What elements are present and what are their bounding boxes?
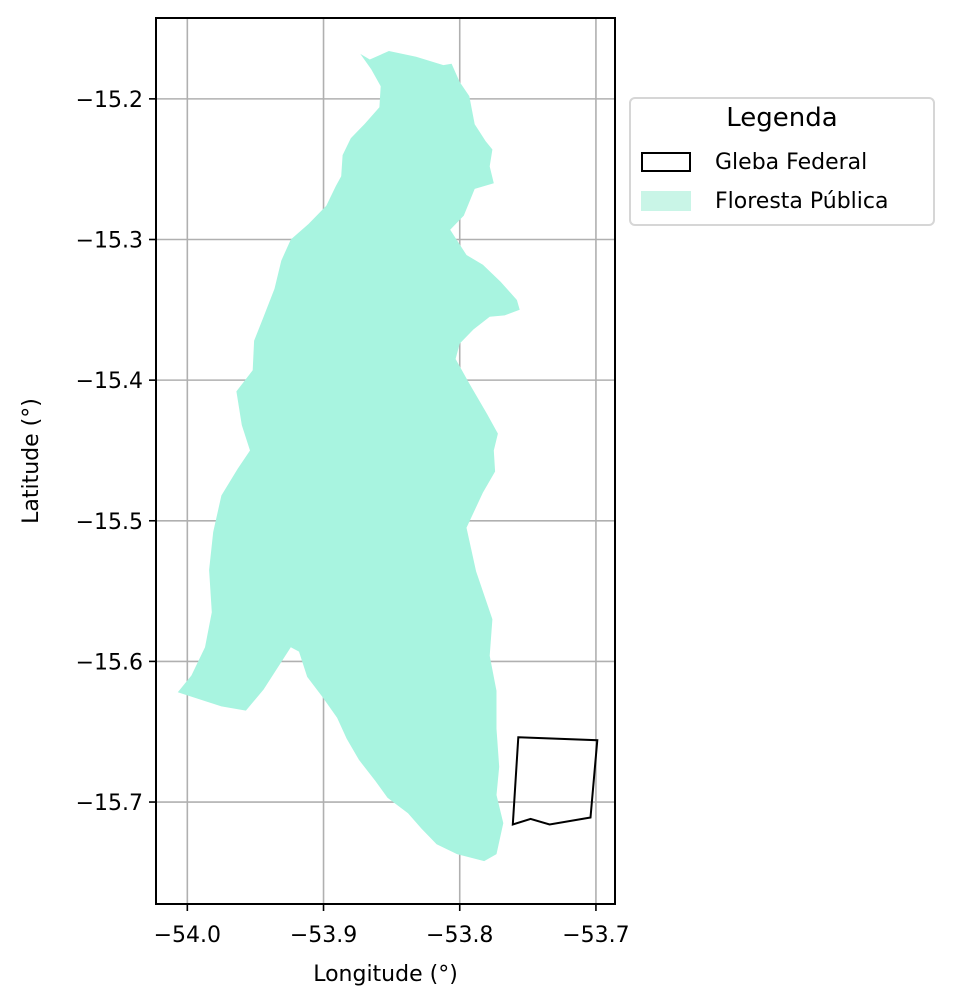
y-tick-label: −15.4 [76, 369, 143, 394]
y-tick-label: −15.2 [76, 88, 143, 113]
legend-label-gleba-federal: Gleba Federal [715, 149, 868, 175]
legend: Legenda Gleba Federal Floresta Pública [629, 97, 935, 226]
x-tick-label: −53.9 [290, 923, 357, 948]
x-tick-label: −53.7 [562, 923, 629, 948]
y-tick-label: −15.6 [76, 650, 143, 675]
y-tick-label: −15.7 [76, 791, 143, 816]
gleba-federal-polygon [511, 736, 599, 826]
legend-swatch-gleba-federal [641, 152, 691, 172]
x-tick-label: −54.0 [154, 923, 221, 948]
x-axis-label: Longitude (°) [313, 962, 458, 987]
y-tick-label: −15.5 [76, 510, 143, 535]
map-layers [177, 51, 599, 862]
floresta-publica-polygon [177, 51, 520, 862]
y-axis-label: Latitude (°) [19, 398, 44, 524]
legend-item-floresta-publica: Floresta Pública [641, 186, 888, 216]
legend-item-gleba-federal: Gleba Federal [641, 147, 867, 177]
plot-frame [155, 17, 616, 905]
y-tick-label: −15.3 [76, 229, 143, 254]
x-tick-label: −53.8 [426, 923, 493, 948]
legend-title: Legenda [726, 103, 838, 133]
legend-label-floresta-publica: Floresta Pública [715, 188, 889, 214]
axis-ticks: −54.0 −53.9 −53.8 −53.7 −15.2 −15.3 −15.4 −15.5… [76, 88, 630, 948]
legend-swatch-floresta-publica [641, 191, 691, 211]
